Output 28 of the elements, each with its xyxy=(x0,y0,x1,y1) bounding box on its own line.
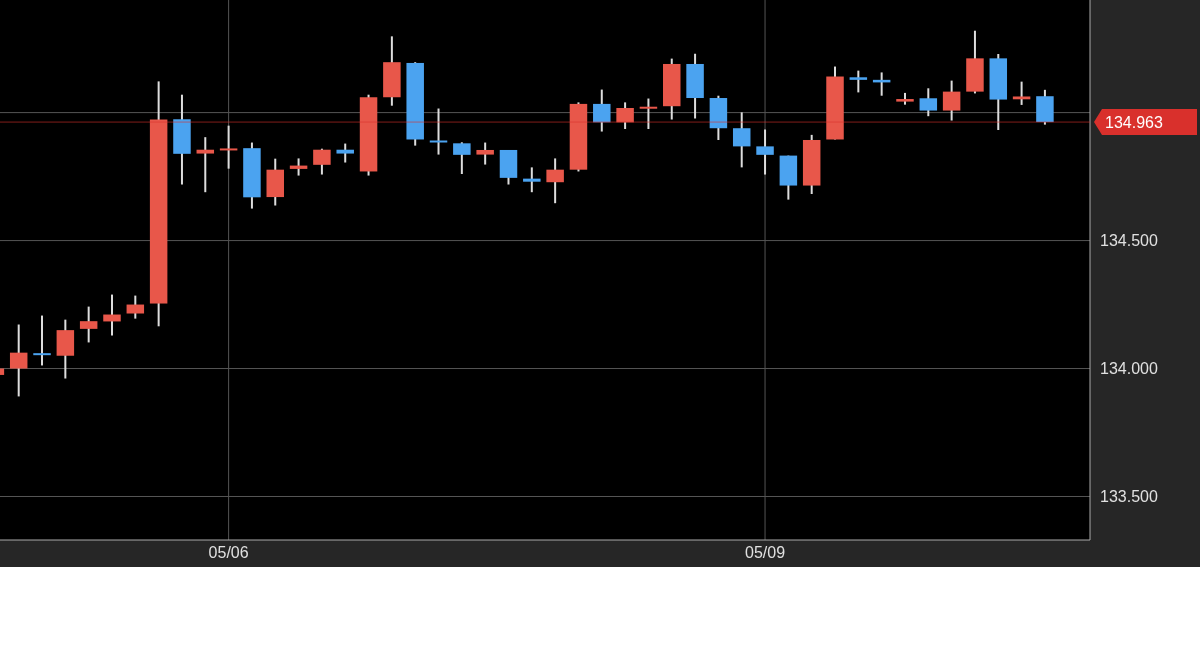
candlestick xyxy=(126,294,145,320)
x-tick-label: 05/09 xyxy=(745,544,786,561)
candlestick xyxy=(849,69,868,94)
candlestick xyxy=(313,147,331,176)
candlestick xyxy=(546,157,564,205)
candlestick xyxy=(79,305,98,344)
candlestick xyxy=(639,97,658,130)
candlestick xyxy=(9,323,28,398)
candlestick xyxy=(196,136,215,194)
x-tick-label: 05/06 xyxy=(208,544,249,561)
candlestick xyxy=(523,166,541,194)
candlestick xyxy=(1012,80,1031,106)
candlestick xyxy=(336,142,354,164)
candlestick xyxy=(593,88,611,133)
candlestick xyxy=(942,79,961,122)
candlestick xyxy=(219,124,238,170)
candlestick xyxy=(919,87,938,118)
ref-line-label: 134.963 xyxy=(1105,113,1163,131)
candlestick xyxy=(429,107,448,156)
candlestick xyxy=(453,141,471,176)
candlestick xyxy=(616,101,634,130)
y-tick-label: 133.500 xyxy=(1100,488,1158,506)
y-tick-label: 134.000 xyxy=(1100,360,1158,378)
candlestick xyxy=(476,141,494,166)
candlestick xyxy=(33,314,51,367)
candlestick xyxy=(732,111,751,169)
y-tick-label: 134.500 xyxy=(1100,232,1158,250)
candlestick xyxy=(756,128,774,176)
